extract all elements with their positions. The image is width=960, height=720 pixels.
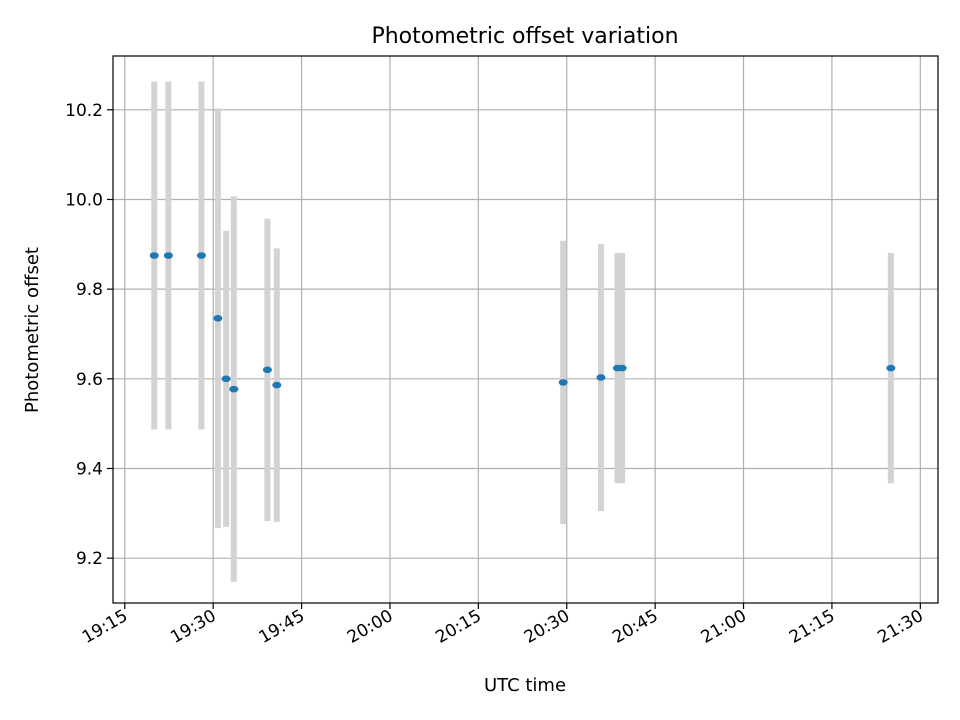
data-point [596,374,606,381]
data-point [272,381,282,389]
y-axis-ticks: 9.2 9.4 9.6 9.8 10.0 10.2 [65,101,113,569]
data-point [886,364,896,372]
data-point [149,252,159,259]
data-point [229,385,239,393]
data-point [221,375,231,383]
y-tick-label: 9.8 [76,280,103,300]
grid [113,56,938,603]
y-tick-label: 9.4 [76,459,103,479]
data-point [213,314,223,322]
y-tick-label: 9.2 [76,549,103,569]
plot-frame [112,55,939,604]
x-axis-label: UTC time [484,675,566,696]
data-point [558,379,568,386]
data-point [262,366,272,374]
data-points [149,252,896,393]
chart-title: Photometric offset variation [371,24,678,49]
y-tick-label: 10.0 [65,190,103,210]
data-point [617,364,627,372]
plot-area [113,56,938,603]
data-point [163,252,173,259]
y-tick-label: 10.2 [65,101,103,121]
y-axis-label: Photometric offset [22,247,43,413]
data-point [196,252,206,259]
y-tick-label: 9.6 [76,370,103,390]
